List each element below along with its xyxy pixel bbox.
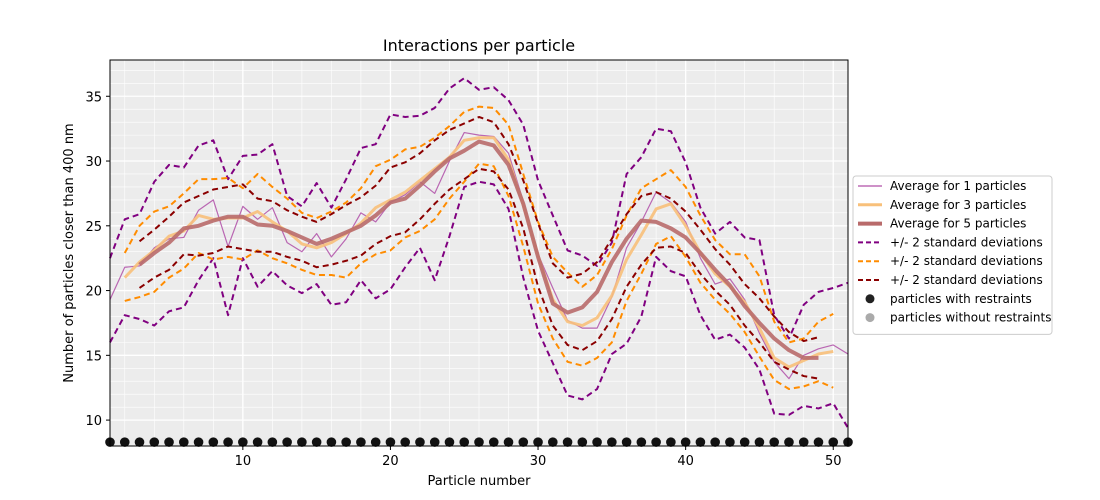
restraint-marker: [193, 437, 204, 447]
series-line: [123, 105, 834, 344]
series-line: [109, 77, 849, 340]
restraint-marker: [666, 437, 676, 447]
restraint-marker: [326, 437, 337, 447]
chart-title: Interactions per particle: [383, 36, 575, 55]
restraint-marker: [488, 437, 499, 447]
restraint-marker: [252, 437, 263, 447]
restraint-marker: [164, 437, 174, 447]
restraint-marker: [297, 437, 307, 447]
restraint-marker: [267, 437, 278, 447]
legend-box: [852, 175, 1053, 335]
restraint-marker: [518, 437, 529, 447]
restraint-marker: [621, 437, 632, 447]
legend-label: Average for 3 particles: [890, 198, 1026, 212]
x-tick-label: 40: [677, 454, 694, 469]
restraint-marker: [784, 437, 794, 447]
axis-ticks: 10 20 30 40 50 10 15 20 25 30 35: [85, 90, 841, 469]
legend-swatch: [865, 313, 875, 323]
y-tick-label: 25: [85, 220, 102, 235]
y-tick-label: 35: [85, 90, 102, 105]
restraint-marker: [828, 437, 839, 447]
restraint-marker: [223, 437, 233, 447]
restraint-marker: [459, 437, 470, 447]
series-line: [138, 167, 819, 380]
restraint-marker: [548, 437, 558, 447]
restraint-marker: [798, 437, 809, 447]
restraint-marker: [311, 437, 322, 447]
legend-swatch: [865, 294, 875, 304]
restraint-marker: [282, 437, 292, 447]
restraint-marker: [179, 437, 189, 447]
restraint-marker: [134, 437, 145, 447]
x-axis-label: Particle number: [428, 474, 532, 489]
restraint-marker: [149, 437, 160, 447]
legend-label: Average for 5 particles: [890, 217, 1026, 231]
marker-layer: [105, 437, 853, 447]
x-tick-label: 10: [235, 454, 252, 469]
restraint-marker: [813, 437, 824, 447]
restraint-marker: [356, 437, 366, 447]
restraint-marker: [444, 437, 455, 447]
restraint-marker: [370, 437, 381, 447]
restraint-marker: [739, 437, 750, 447]
legend-label: +/- 2 standard deviations: [890, 235, 1043, 249]
restraint-marker: [208, 437, 219, 447]
series-layer: [109, 77, 849, 429]
restraint-marker: [577, 437, 588, 447]
y-tick-label: 15: [85, 349, 102, 364]
series-line: [138, 139, 819, 360]
restraint-marker: [651, 437, 661, 447]
legend-label: +/- 2 standard deviations: [890, 254, 1043, 268]
restraint-marker: [562, 437, 573, 447]
x-tick-label: 50: [825, 454, 842, 469]
series-line: [138, 115, 819, 343]
restraint-marker: [429, 437, 440, 447]
restraint-marker: [400, 437, 411, 447]
restraint-marker: [119, 437, 130, 447]
x-tick-label: 30: [530, 454, 547, 469]
restraint-marker: [680, 437, 691, 447]
restraint-marker: [636, 437, 647, 447]
y-tick-label: 30: [85, 155, 102, 170]
x-tick-label: 20: [382, 454, 399, 469]
restraint-marker: [725, 437, 735, 447]
y-tick-label: 20: [85, 285, 102, 300]
restraint-marker: [769, 437, 779, 447]
restraint-marker: [474, 437, 484, 447]
restraint-marker: [385, 437, 396, 447]
restraint-marker: [415, 437, 425, 447]
legend: Average for 1 particles Average for 3 par…: [852, 175, 1053, 335]
restraint-marker: [341, 437, 351, 447]
legend-label: particles without restraints: [890, 311, 1051, 325]
restraint-marker: [695, 437, 706, 447]
y-tick-label: 10: [85, 414, 102, 429]
restraint-marker: [710, 437, 720, 447]
restraint-marker: [592, 437, 602, 447]
legend-label: Average for 1 particles: [890, 179, 1026, 193]
y-axis-label: Number of particles closer than 400 nm: [62, 123, 77, 382]
legend-label: +/- 2 standard deviations: [890, 273, 1043, 287]
restraint-marker: [754, 437, 765, 447]
restraint-marker: [503, 437, 514, 447]
restraint-marker: [238, 437, 248, 447]
series-line: [109, 180, 849, 429]
restraint-marker: [607, 437, 617, 447]
plot-frame: [109, 59, 849, 447]
restraint-marker: [533, 437, 543, 447]
legend-label: particles with restraints: [890, 292, 1032, 306]
